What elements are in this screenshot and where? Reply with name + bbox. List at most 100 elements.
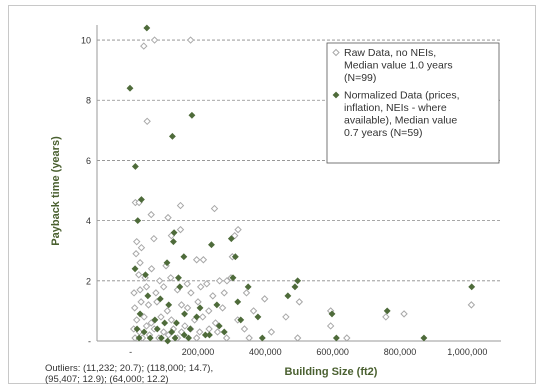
legend-marker: [332, 48, 340, 57]
raw-data-point: [234, 225, 242, 234]
normalized-data-point: [153, 325, 161, 333]
y-tick-label: 4: [86, 216, 91, 226]
normalized-data-point: [156, 295, 164, 303]
raw-data-point: [142, 322, 151, 330]
raw-data-point: [196, 283, 205, 291]
normalized-data-point: [168, 328, 176, 336]
normalized-data-point: [157, 334, 165, 342]
raw-data-point: [183, 280, 191, 288]
legend-label: Normalized Data (prices,: [344, 90, 460, 102]
normalized-data-point: [186, 325, 194, 333]
scatter-chart: - 2 4 6 8 10 - 200,000 400,000 600,000 800,000 1,00…: [50, 24, 501, 378]
raw-data-point: [147, 210, 155, 219]
raw-data-point: [167, 274, 175, 282]
raw-data-point: [195, 328, 204, 336]
normalized-data-point: [143, 24, 151, 32]
raw-data-point: [205, 307, 213, 315]
points-layer: [126, 24, 476, 345]
raw-data-point: [135, 271, 143, 279]
raw-data-point: [136, 259, 144, 267]
raw-data-point: [205, 325, 213, 333]
x-tick-label: -: [129, 347, 132, 357]
normalized-data-point: [185, 334, 192, 342]
raw-data-point: [140, 313, 148, 321]
legend-label: Median value 1.0 years: [344, 60, 453, 72]
raw-data-point: [157, 313, 165, 321]
normalized-data-point: [188, 111, 196, 119]
raw-data-point: [211, 319, 220, 327]
normalized-data-point: [254, 313, 262, 321]
legend-box: [326, 42, 500, 164]
normalized-data-point: [140, 328, 148, 336]
legend: Raw Data, no NEIs,Median value 1.0 years…: [326, 42, 500, 164]
normalized-data-point: [237, 316, 245, 324]
raw-data-point: [242, 289, 251, 297]
normalized-data-point: [163, 259, 171, 267]
normalized-data-point: [171, 334, 179, 342]
normalized-data-point: [284, 292, 292, 300]
chart-frame: - 2 4 6 8 10 - 200,000 400,000 600,000 800,000 1,00…: [8, 5, 536, 385]
raw-data-point: [155, 277, 164, 285]
normalized-data-point: [231, 253, 239, 261]
raw-data-point: [249, 307, 258, 315]
raw-data-point: [218, 304, 227, 312]
raw-data-point: [163, 307, 172, 315]
normalized-data-point: [151, 316, 159, 324]
raw-data-point: [215, 277, 224, 285]
normalized-data-point: [131, 163, 139, 170]
normalized-data-point: [181, 310, 188, 318]
raw-data-point: [183, 304, 192, 312]
y-tick-label: 10: [81, 36, 91, 46]
raw-data-point: [176, 225, 185, 234]
normalized-data-point: [135, 334, 143, 342]
raw-data-point: [293, 334, 302, 342]
normalized-data-point: [136, 310, 144, 318]
raw-data-point: [144, 301, 153, 309]
x-tick-label: 600,000: [316, 347, 349, 357]
normalized-data-point: [142, 271, 149, 279]
raw-data-point: [150, 234, 158, 243]
raw-data-point: [142, 283, 151, 291]
raw-data-point: [343, 334, 351, 342]
raw-data-point: [137, 298, 145, 306]
raw-data-point: [199, 313, 207, 321]
legend-marker: [332, 91, 340, 99]
raw-data-point: [199, 256, 208, 264]
raw-data-point: [209, 292, 217, 300]
raw-data-point: [137, 243, 146, 252]
raw-data-point: [186, 36, 195, 44]
legend-label: inflation, NEIs - where: [344, 102, 447, 114]
normalized-data-point: [126, 84, 134, 92]
normalized-data-point: [131, 265, 139, 273]
raw-data-point: [267, 328, 276, 336]
outliers-note: Outliers: (11,232; 20.7); (118,000; 14.7…: [45, 363, 255, 385]
raw-data-point: [132, 250, 140, 258]
raw-data-point: [167, 316, 176, 324]
raw-data-point: [176, 201, 185, 210]
normalized-data-point: [332, 334, 340, 342]
y-tick-label: 2: [86, 276, 91, 286]
normalized-data-point: [170, 229, 178, 237]
raw-data-point: [222, 334, 231, 342]
raw-data-point: [133, 316, 141, 324]
raw-data-point: [240, 325, 249, 333]
raw-data-point: [213, 328, 222, 336]
y-axis-title: Payback time (years): [50, 136, 62, 246]
normalized-data-point: [169, 238, 177, 246]
raw-data-point: [192, 256, 201, 264]
raw-data-point: [220, 289, 228, 297]
raw-data-point: [147, 265, 156, 273]
normalized-data-point: [383, 307, 391, 315]
raw-data-point: [295, 298, 304, 306]
normalized-data-point: [144, 292, 152, 300]
raw-data-point: [152, 289, 160, 297]
outliers-note-line: (95,407; 12.9); (64,000; 12.2): [45, 374, 169, 385]
raw-data-point: [159, 283, 168, 291]
raw-data-point: [326, 322, 335, 330]
normalized-data-point: [294, 277, 302, 285]
normalized-data-point: [227, 235, 235, 243]
legend-label: available), Median value: [344, 115, 457, 127]
normalized-data-point: [138, 196, 145, 203]
raw-data-point: [133, 237, 141, 246]
normalized-data-point: [201, 331, 209, 339]
